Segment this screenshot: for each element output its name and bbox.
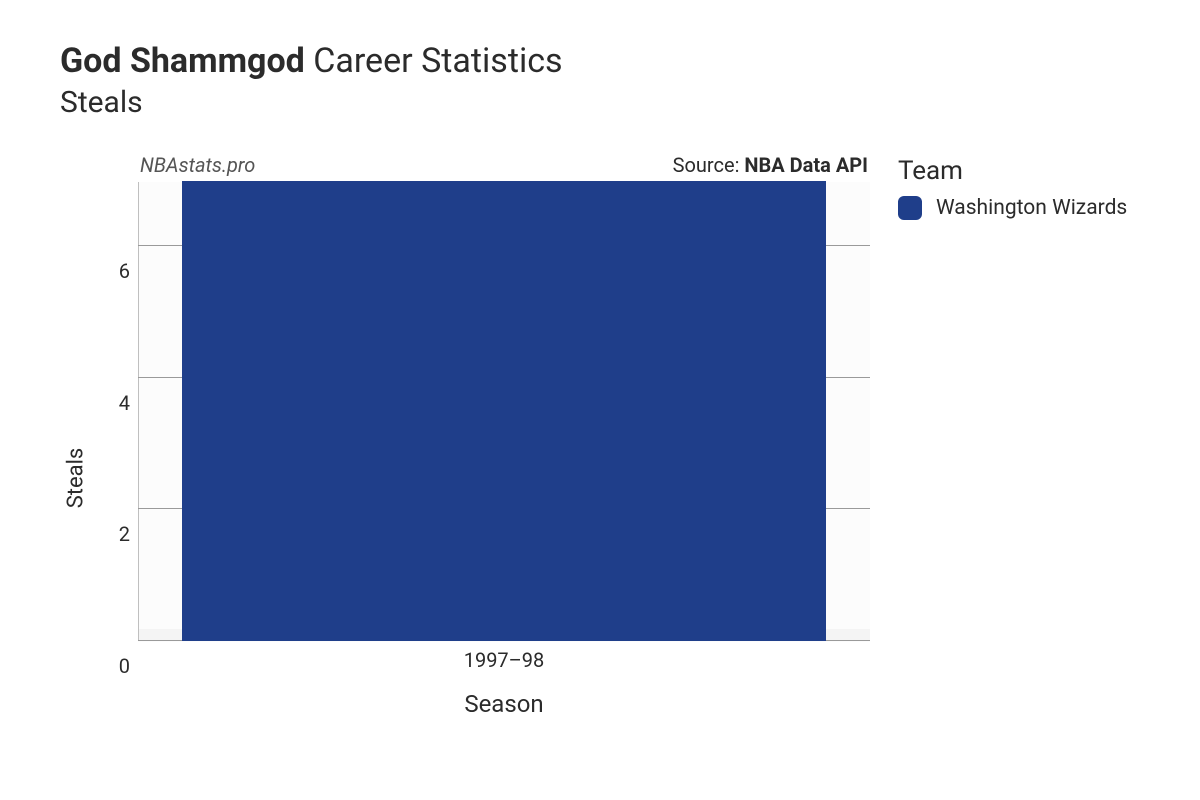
- y-axis-label: Steals: [64, 448, 89, 509]
- source-prefix: Source:: [673, 153, 745, 177]
- plot-area: [138, 182, 870, 642]
- plot-left-spine: [138, 182, 139, 641]
- legend-item: Washington Wizards: [898, 196, 1160, 220]
- x-tick-label: 1997–98: [464, 648, 545, 672]
- x-axis-ticks: 1997–98: [138, 642, 870, 676]
- y-tick-label: 2: [119, 522, 130, 546]
- legend-title: Team: [898, 156, 1160, 186]
- legend: Team Washington Wizards: [870, 148, 1160, 728]
- y-tick-label: 6: [119, 259, 130, 283]
- chart-title: God Shammgod Career Statistics: [60, 40, 1160, 83]
- player-name: God Shammgod: [60, 41, 305, 81]
- chart-container: God Shammgod Career Statistics Steals St…: [0, 0, 1200, 800]
- legend-swatch: [898, 196, 922, 220]
- title-block: God Shammgod Career Statistics Steals: [60, 40, 1160, 120]
- title-suffix: Career Statistics: [305, 41, 563, 81]
- legend-label: Washington Wizards: [936, 196, 1127, 220]
- plot-column: NBAstats.pro Source: NBA Data API 1997–9…: [138, 148, 870, 728]
- source-attribution: Source: NBA Data API: [673, 153, 868, 177]
- legend-items: Washington Wizards: [898, 196, 1160, 220]
- chart-wrap: Steals 0 2 4 6 NBAstats.pro Source: NBA Dat…: [60, 148, 1160, 728]
- y-tick-label: 0: [119, 654, 130, 678]
- source-name: NBA Data API: [744, 153, 868, 177]
- y-tick-label: 4: [119, 391, 130, 415]
- bar: [182, 181, 826, 641]
- x-axis-label: Season: [138, 690, 870, 718]
- watermark-text: NBAstats.pro: [140, 153, 255, 177]
- chart-subtitle: Steals: [60, 85, 1160, 120]
- chart-subheader: NBAstats.pro Source: NBA Data API: [138, 148, 870, 182]
- y-axis-label-wrap: Steals: [60, 148, 92, 728]
- y-axis-ticks: 0 2 4 6: [92, 148, 138, 728]
